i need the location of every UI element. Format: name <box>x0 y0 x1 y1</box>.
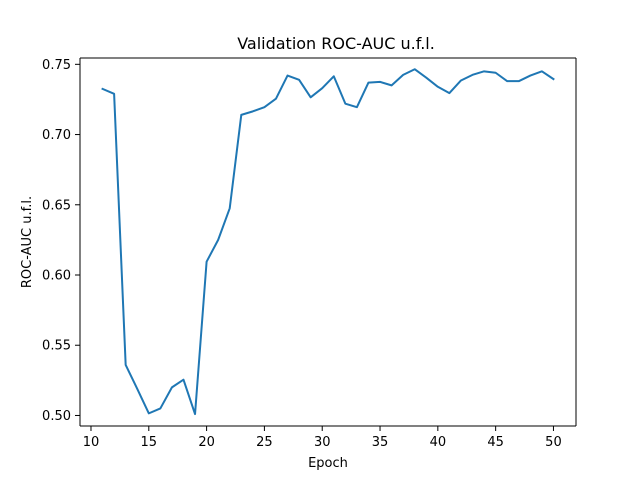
series-line-0 <box>101 68 555 416</box>
plot-background <box>80 58 576 426</box>
x-tick-label-5: 35 <box>372 435 389 450</box>
y-axis-label: ROC-AUC u.f.l. <box>20 196 35 288</box>
y-tick-label-5: 0.75 <box>42 58 71 73</box>
x-tick-label-7: 45 <box>487 435 504 450</box>
plot-area <box>80 58 576 426</box>
y-tick-label-4: 0.70 <box>42 128 71 143</box>
chart-title: Validation ROC-AUC u.f.l. <box>237 34 435 53</box>
x-tick-label-0: 10 <box>83 435 100 450</box>
x-axis-label: Epoch <box>308 456 348 471</box>
x-tick-label-4: 30 <box>314 435 331 450</box>
x-tick-label-3: 25 <box>256 435 273 450</box>
y-tick-label-1: 0.55 <box>42 339 71 354</box>
y-tick-label-0: 0.50 <box>42 409 71 424</box>
y-tick-label-2: 0.60 <box>42 269 71 284</box>
x-tick-label-6: 40 <box>430 435 447 450</box>
x-tick-label-8: 50 <box>545 435 562 450</box>
x-tick-label-2: 20 <box>198 435 215 450</box>
axes: 10 15 20 25 30 35 40 45 50 0.50 0.55 0.60 0.65 0.70 0.… <box>42 57 577 450</box>
x-tick-label-1: 15 <box>141 435 158 450</box>
y-tick-label-3: 0.65 <box>42 198 71 213</box>
